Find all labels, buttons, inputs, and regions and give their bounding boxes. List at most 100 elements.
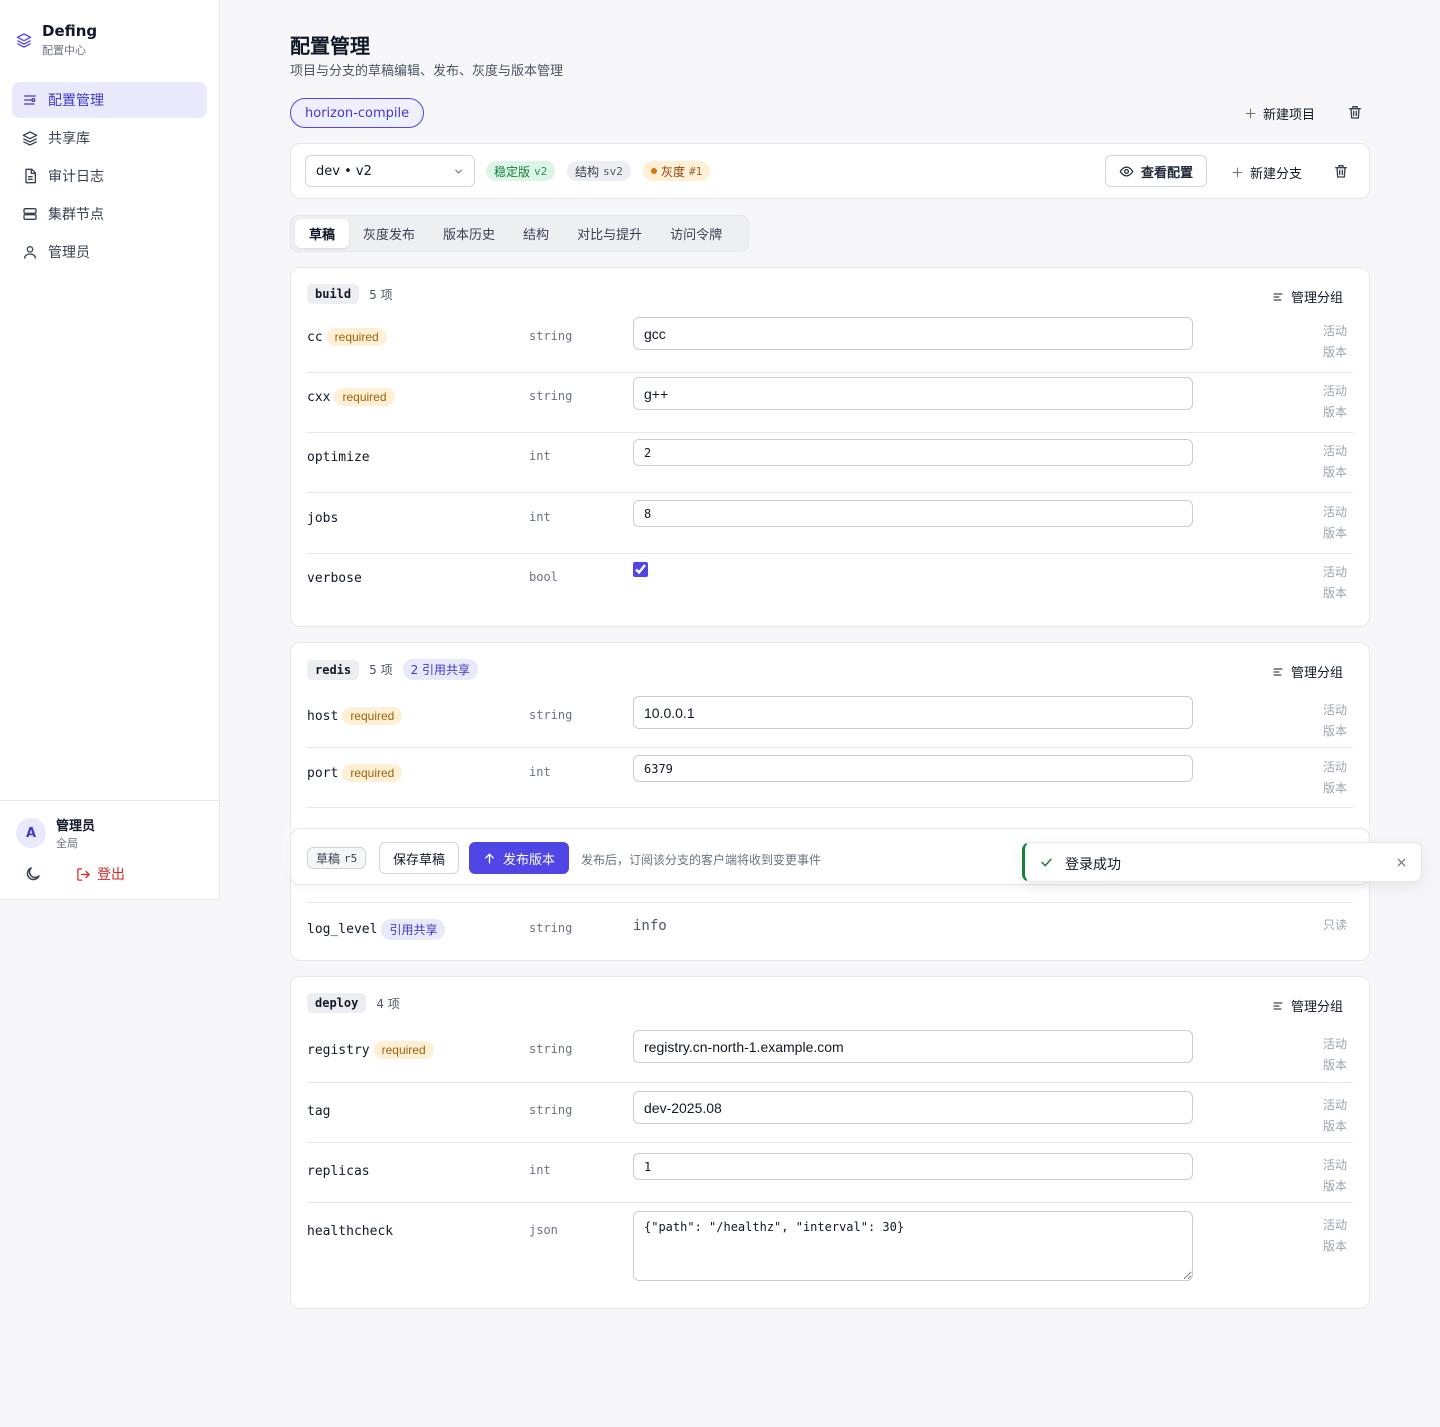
delete-branch-icon[interactable]	[1333, 163, 1349, 179]
manage-group-button[interactable]: 管理分组	[1272, 287, 1343, 306]
manage-group-button[interactable]: 管理分组	[1272, 996, 1343, 1015]
tab-compare[interactable]: 对比与提升	[577, 228, 643, 243]
tab-draft[interactable]: 草稿	[295, 219, 350, 248]
status-version: 版本	[1322, 405, 1347, 419]
field-value-input[interactable]	[633, 317, 1193, 350]
delete-project-icon[interactable]	[1347, 104, 1363, 120]
field-type: string	[529, 1103, 573, 1117]
field-status: 活动 版本	[1307, 1155, 1347, 1197]
tab-tokens[interactable]: 访问令牌	[670, 228, 723, 243]
manage-group-button[interactable]: 管理分组	[1272, 662, 1343, 681]
field-value-input[interactable]	[633, 439, 1193, 466]
manage-group-label: 管理分组	[1290, 291, 1343, 306]
field-key-text: port	[307, 765, 339, 781]
tab-history[interactable]: 版本历史	[443, 228, 496, 243]
field-row-divider	[307, 887, 1353, 903]
group-count: 5 项	[369, 287, 393, 302]
sidebar-item-cluster[interactable]: 集群节点	[12, 196, 207, 232]
new-branch-label: 新建分支	[1250, 167, 1303, 182]
field-value-input[interactable]	[633, 1153, 1193, 1180]
brand[interactable]: Defing 配置中心	[16, 22, 97, 58]
required-badge: required	[326, 328, 387, 346]
field-key-text: replicas	[307, 1163, 370, 1179]
draft-revision-badge: 草稿 r5	[307, 847, 367, 869]
field-key-text: log_level	[307, 921, 378, 937]
new-project-button[interactable]: 新建项目	[1244, 104, 1315, 123]
status-active: 活动	[1322, 505, 1347, 519]
schema-version-badge: 结构 sv2	[567, 161, 631, 181]
status-version: 版本	[1322, 781, 1347, 795]
view-config-button[interactable]: 查看配置	[1105, 155, 1208, 187]
field-type: int	[529, 449, 551, 463]
status-version: 版本	[1322, 1239, 1347, 1253]
sidebar-item-audit[interactable]: 审计日志	[12, 158, 207, 194]
field-key: optimize	[307, 445, 370, 469]
field-value-input[interactable]	[633, 696, 1193, 729]
sliders-icon	[1273, 1002, 1283, 1009]
status-active: 活动	[1322, 444, 1347, 458]
field-value-input[interactable]	[633, 755, 1193, 782]
field-value-input[interactable]	[633, 500, 1193, 527]
sidebar-item-label: 集群节点	[48, 207, 104, 223]
field-value-readonly: info	[633, 918, 667, 934]
field-key-text: host	[307, 708, 339, 724]
field-key: cc required	[307, 325, 387, 349]
field-value-input[interactable]	[633, 1091, 1193, 1124]
user-name: 管理员	[56, 819, 96, 834]
check-icon	[1041, 858, 1052, 867]
field-key-text: verbose	[307, 570, 362, 586]
tab-gray-release[interactable]: 灰度发布	[363, 228, 416, 243]
view-config-label: 查看配置	[1141, 165, 1194, 181]
field-key-text: cc	[307, 329, 323, 345]
field-type: string	[529, 389, 573, 403]
gray-label: 灰度	[661, 164, 686, 179]
status-active: 活动	[1322, 565, 1347, 579]
sidebar-item-label: 审计日志	[48, 169, 104, 185]
field-status: 活动 版本	[1307, 502, 1347, 544]
required-badge: required	[342, 707, 403, 725]
group-count: 5 项	[369, 663, 393, 677]
field-value-textarea[interactable]: {"path": "/healthz", "interval": 30}	[633, 1211, 1193, 1281]
field-value-input[interactable]	[633, 1030, 1193, 1063]
branch-select[interactable]: dev • v2	[305, 155, 475, 187]
group-name: deploy	[307, 993, 367, 1013]
sidebar-nav: 配置管理 共享库 审计日志 集群节点 管理员	[12, 82, 207, 272]
moon-icon[interactable]	[24, 865, 42, 883]
sidebar-item-label: 配置管理	[48, 93, 104, 109]
logout-button[interactable]: 登出	[76, 864, 125, 884]
field-key: jobs	[307, 506, 338, 530]
branch-select-value: dev • v2	[316, 163, 372, 179]
logout-label: 登出	[97, 867, 125, 883]
avatar: A	[16, 818, 46, 848]
sidebar-item-admin[interactable]: 管理员	[12, 234, 207, 270]
stable-version: v2	[534, 164, 548, 178]
publish-version-button[interactable]: 发布版本	[469, 842, 570, 874]
publish-label: 发布版本	[503, 851, 556, 867]
status-readonly: 只读	[1322, 918, 1347, 932]
close-icon[interactable]	[1396, 857, 1407, 868]
group-count: 4 项	[376, 996, 400, 1011]
field-type: string	[529, 1042, 573, 1056]
field-status: 活动 版本	[1307, 441, 1347, 483]
field-value-input[interactable]	[633, 377, 1193, 410]
user-role: 全局	[56, 837, 78, 850]
field-key-text: jobs	[307, 510, 339, 526]
new-branch-button[interactable]: 新建分支	[1231, 163, 1302, 182]
save-draft-button[interactable]: 保存草稿	[379, 842, 460, 874]
field-row-healthcheck: healthcheck json {"path": "/healthz", "i…	[307, 1211, 1353, 1299]
sidebar-item-config[interactable]: 配置管理	[12, 82, 207, 118]
plus-icon	[1232, 167, 1243, 178]
project-chip[interactable]: horizon-compile	[290, 98, 425, 128]
sidebar-item-label: 共享库	[48, 131, 90, 147]
required-badge: required	[342, 764, 403, 782]
sidebar-item-shared[interactable]: 共享库	[12, 120, 207, 156]
required-badge: required	[373, 1041, 434, 1059]
group-header: build 5 项	[307, 284, 393, 304]
tab-schema[interactable]: 结构	[523, 228, 550, 243]
field-value-checkbox[interactable]	[633, 562, 648, 577]
